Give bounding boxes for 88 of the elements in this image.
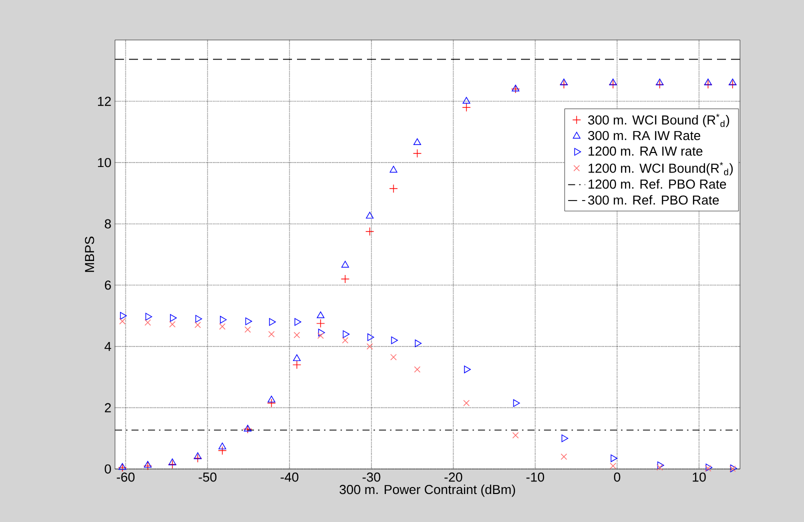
point [317,332,324,339]
y-tick-label: 4 [104,342,112,351]
point [365,227,374,236]
y-tick-label: 8 [104,219,111,228]
point [194,452,202,460]
point [294,332,300,338]
point [389,184,398,193]
point [244,326,251,333]
y-tick-label: 12 [98,96,111,106]
point [513,399,520,407]
point [245,317,252,326]
point [268,396,276,402]
point [704,80,712,89]
point [316,319,325,328]
point [560,78,568,86]
point [728,78,736,86]
point [195,315,202,323]
point [120,312,127,320]
x-tick-label: -50 [198,472,216,482]
point [608,80,618,89]
point [366,343,373,350]
point [390,166,398,173]
y-axis-title: MBPS [84,236,94,272]
point [292,360,302,370]
point [144,319,151,326]
point [168,458,176,466]
point [463,400,470,406]
x-tick-label: -10 [526,472,544,482]
point [704,78,712,86]
point [218,442,226,450]
point [413,138,422,145]
point [144,460,152,468]
x-tick-label: -30 [362,472,380,482]
point [218,446,227,455]
point [414,366,420,373]
point [342,330,350,338]
point [342,337,348,344]
point [143,462,152,470]
point [316,311,324,318]
legend-label: 1200 m. Ref. PBO Rate [588,179,726,189]
point [267,398,276,408]
x-tick-label: -40 [280,472,298,482]
point [367,333,374,342]
y-tick-label: 2 [104,403,111,412]
point [562,434,568,442]
legend-label: 1200 m. RA IW rate [588,146,702,156]
point [170,314,177,322]
point [220,316,227,324]
point [169,321,176,328]
y-tick-label: 0 [104,464,111,474]
legend-label: 300 m. RA IW Rate [588,130,700,140]
point [219,323,226,330]
point [464,366,471,374]
point [560,454,568,460]
point [340,274,350,284]
point [269,318,276,326]
point [412,149,422,158]
x-tick-label: 10 [692,472,706,482]
point [414,340,422,348]
point [609,78,617,86]
point [294,318,302,326]
legend-label: 1200 m. WCI Bound(R$^{*}$$_{d}$) [588,162,733,176]
point [610,462,616,470]
y-tick-label: 6 [104,280,111,290]
point [610,454,618,462]
point [512,432,519,438]
point [656,464,663,471]
point [462,103,471,112]
point [194,322,201,328]
point [145,312,152,321]
point [119,318,126,324]
point [341,260,349,268]
x-tick-label: 0 [614,472,620,482]
point [657,461,664,470]
point [656,78,664,86]
x-tick-label: -20 [444,472,462,482]
point [268,330,275,338]
point [366,212,374,219]
point [318,328,325,336]
x-tick-label: -60 [116,472,135,482]
point [462,96,470,104]
point [293,354,301,362]
x-axis-title: 300 m. Power Contraint (dBm) [340,484,516,497]
legend-label: 300 m. Ref. PBO Rate [588,195,719,205]
point [391,336,398,344]
y-tick-label: 10 [98,158,111,168]
point [390,354,397,360]
legend-label: 300 m. WCI Bound (R$^{*}$$_{d}$) [588,114,730,128]
